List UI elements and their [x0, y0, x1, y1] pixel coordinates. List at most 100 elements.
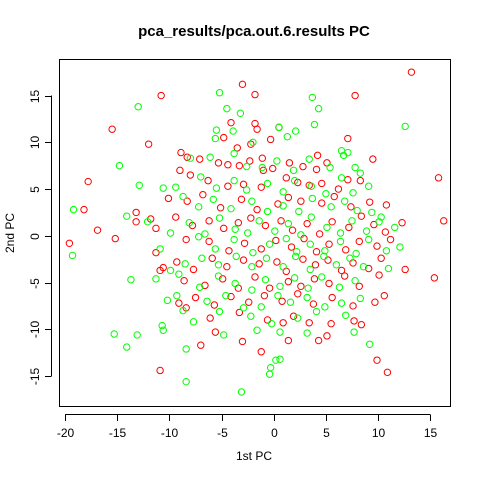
data-point [159, 326, 167, 334]
data-point [401, 122, 409, 131]
data-point [263, 207, 272, 216]
data-point [313, 151, 322, 160]
data-points [65, 68, 448, 396]
data-point [69, 205, 78, 214]
data-point [359, 262, 368, 271]
data-point [275, 123, 283, 132]
data-point [342, 311, 350, 319]
data-point [336, 237, 345, 246]
data-point [310, 120, 319, 129]
data-point [262, 254, 271, 262]
data-point [279, 262, 287, 271]
data-point [182, 345, 190, 353]
data-point [191, 293, 200, 302]
data-point [186, 154, 195, 162]
data-point [321, 247, 329, 255]
data-point [382, 247, 391, 255]
data-point [227, 118, 235, 127]
data-point [356, 169, 365, 177]
data-point [135, 181, 143, 190]
data-point [177, 148, 185, 157]
data-point [237, 388, 246, 396]
data-point [356, 294, 365, 303]
data-point [248, 197, 256, 205]
data-point [308, 93, 317, 102]
data-point [242, 162, 251, 171]
data-point [299, 255, 307, 263]
data-point [189, 265, 198, 274]
data-point [276, 282, 284, 291]
data-point [239, 180, 248, 189]
data-point [337, 299, 346, 307]
data-point [143, 218, 152, 226]
data-point [261, 221, 270, 230]
data-point [199, 190, 207, 199]
data-point [127, 276, 135, 284]
data-point [253, 326, 261, 334]
data-point [172, 213, 180, 221]
data-point [80, 205, 88, 214]
data-point [349, 302, 357, 310]
data-point [214, 159, 223, 167]
data-point [215, 307, 224, 316]
data-point [267, 320, 276, 328]
data-point [265, 240, 274, 248]
y-tick-label: -15 [28, 368, 42, 386]
data-point [284, 277, 293, 286]
data-point [244, 229, 252, 237]
data-point [263, 179, 272, 188]
y-tick-label: 5 [28, 186, 42, 193]
data-point [235, 161, 244, 170]
data-point [123, 212, 131, 220]
data-point [234, 219, 243, 227]
data-point [257, 348, 265, 356]
data-point [369, 155, 377, 163]
data-point [229, 127, 237, 135]
data-point [240, 239, 249, 247]
data-point [166, 266, 175, 275]
data-point [173, 291, 181, 300]
data-point [285, 159, 294, 167]
data-point [277, 217, 285, 225]
data-point [208, 254, 216, 262]
data-point [323, 223, 331, 232]
data-point [355, 282, 363, 291]
data-point [182, 377, 190, 386]
data-point [183, 153, 191, 161]
data-point [231, 279, 239, 288]
x-tick-label: 0 [271, 426, 278, 440]
data-point [84, 177, 92, 186]
data-point [93, 226, 102, 234]
data-point [326, 163, 334, 172]
data-point [440, 217, 448, 225]
data-point [166, 229, 175, 237]
data-point [324, 256, 332, 264]
x-axis-label: 1st PC [236, 449, 272, 463]
data-point [314, 104, 323, 113]
series-1 [68, 89, 409, 396]
data-point [384, 264, 393, 273]
data-point [278, 297, 286, 305]
data-point [345, 223, 353, 232]
data-point [312, 307, 321, 316]
data-point [375, 271, 383, 279]
y-axis-label: 2nd PC [3, 213, 17, 253]
data-point [355, 237, 363, 246]
data-point [407, 68, 416, 76]
data-point [351, 91, 359, 100]
data-point [249, 248, 257, 257]
data-point [351, 276, 359, 285]
data-point [274, 291, 282, 300]
data-point [263, 316, 272, 324]
data-point [205, 217, 213, 225]
data-point [183, 197, 191, 205]
data-point [173, 258, 181, 266]
data-point [357, 212, 366, 220]
data-point [144, 140, 153, 148]
data-point [220, 133, 228, 142]
data-point [203, 297, 211, 305]
data-point [272, 236, 280, 245]
data-point [286, 298, 295, 306]
data-point [366, 340, 374, 348]
data-point [65, 239, 74, 247]
